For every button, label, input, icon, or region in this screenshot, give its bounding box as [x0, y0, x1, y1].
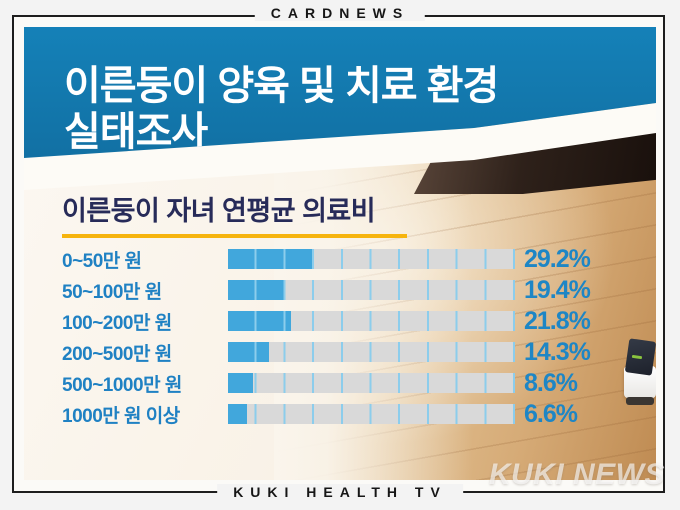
- content-card: 이른둥이 양육 및 치료 환경 실태조사 이른둥이 자녀 연평균 의료비 0~5…: [24, 27, 656, 480]
- bar-track: [228, 342, 515, 362]
- robot-base: [626, 397, 654, 405]
- bar-value-label: 14.3%: [524, 337, 591, 366]
- bar-chart-row: 100~200만 원 21.8%: [62, 307, 642, 335]
- bar-value-label: 21.8%: [524, 306, 591, 335]
- banner-title-line1: 이른둥이 양육 및 치료 환경: [64, 64, 499, 108]
- watermark: KUKI NEWS: [488, 458, 665, 491]
- bar-track: [228, 404, 515, 424]
- bar-chart-row: 200~500만 원 14.3%: [62, 338, 642, 366]
- bar-value-label: 8.6%: [524, 368, 578, 397]
- bar-value-label: 29.2%: [524, 244, 591, 273]
- bar-value-label: 19.4%: [524, 275, 591, 304]
- bar-track: [228, 373, 515, 393]
- bar-track: [228, 311, 515, 331]
- header-label: CARDNEWS: [254, 5, 426, 21]
- bar-chart-row: 1000만 원 이상 6.6%: [62, 400, 642, 428]
- bar-chart-row: 500~1000만 원 8.6%: [62, 369, 642, 397]
- bar-chart: 0~50만 원 29.2% 50~100만 원 19.4% 100~200만 원…: [62, 245, 642, 428]
- bar-segment-ticks: [228, 249, 515, 269]
- bar-category-label: 500~1000만 원: [62, 374, 182, 396]
- bar-segment-ticks: [228, 373, 515, 393]
- bar-segment-ticks: [228, 311, 515, 331]
- bar-track: [228, 249, 515, 269]
- bar-category-label: 100~200만 원: [62, 312, 172, 334]
- title-banner: 이른둥이 양육 및 치료 환경 실태조사: [24, 27, 656, 158]
- bar-category-label: 200~500만 원: [62, 343, 172, 365]
- bar-category-label: 0~50만 원: [62, 250, 142, 272]
- bar-value-label: 6.6%: [524, 399, 578, 428]
- robot-device-image: [624, 338, 656, 406]
- bar-segment-ticks: [228, 280, 515, 300]
- bar-category-label: 50~100만 원: [62, 281, 162, 303]
- footer-label: KUKI HEALTH TV: [217, 484, 463, 500]
- bar-segment-ticks: [228, 342, 515, 362]
- banner-title-line2: 실태조사: [64, 110, 208, 154]
- bar-track: [228, 280, 515, 300]
- bar-category-label: 1000만 원 이상: [62, 405, 180, 427]
- bar-segment-ticks: [228, 404, 515, 424]
- bar-chart-row: 0~50만 원 29.2%: [62, 245, 642, 273]
- bar-chart-row: 50~100만 원 19.4%: [62, 276, 642, 304]
- chart-title: 이른둥이 자녀 연평균 의료비: [62, 189, 407, 238]
